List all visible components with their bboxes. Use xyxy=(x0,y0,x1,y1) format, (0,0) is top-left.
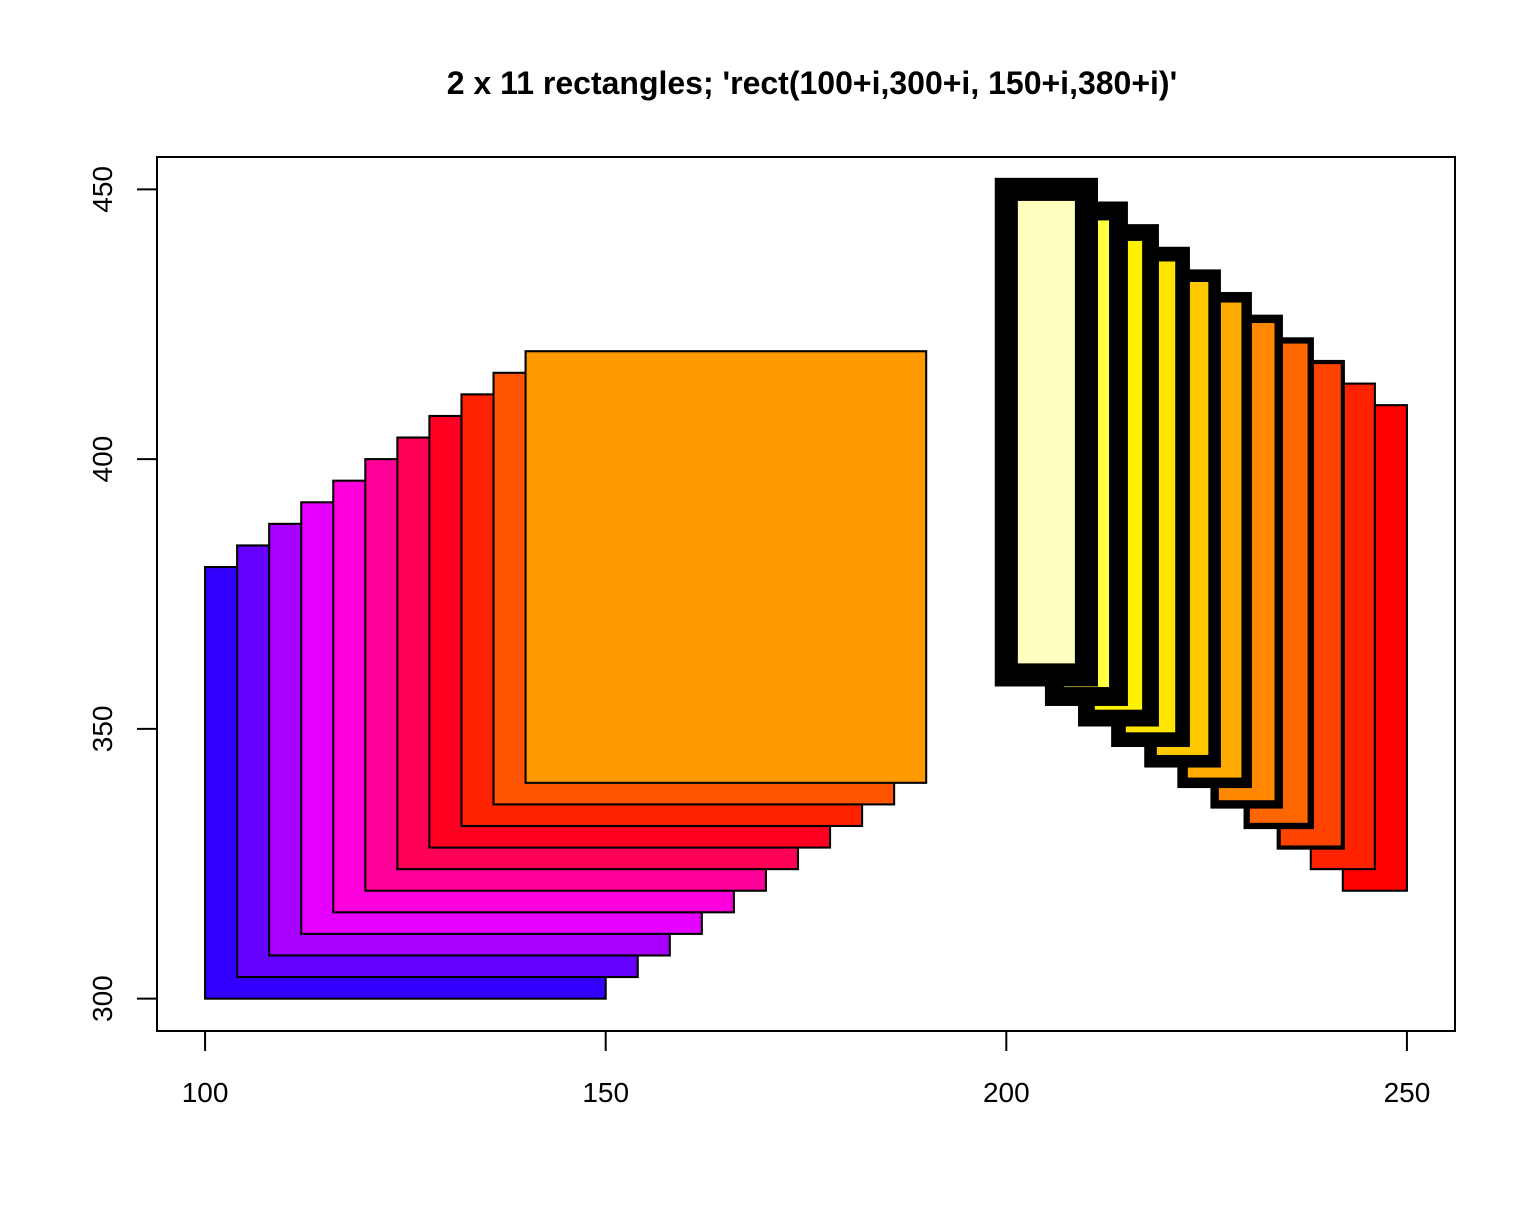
rect-2-11 xyxy=(994,177,1098,687)
x-tick-label: 150 xyxy=(582,1077,629,1108)
rect-1-11 xyxy=(524,350,928,784)
chart-title: 2 x 11 rectangles; 'rect(100+i,300+i, 15… xyxy=(447,65,1177,101)
x-axis: 100 150 200 250 xyxy=(182,1030,1431,1108)
x-tick-label: 100 xyxy=(182,1077,229,1108)
y-tick-label: 400 xyxy=(87,436,118,483)
rectangles-layer xyxy=(204,177,1408,1000)
rect-group-1 xyxy=(204,350,928,1000)
y-tick-label: 350 xyxy=(87,706,118,753)
x-tick-label: 250 xyxy=(1384,1077,1431,1108)
y-tick-label: 450 xyxy=(87,166,118,213)
rect-group-2 xyxy=(994,177,1408,892)
y-axis: 300 350 400 450 xyxy=(87,166,158,1022)
x-tick-label: 200 xyxy=(983,1077,1030,1108)
y-tick-label: 300 xyxy=(87,975,118,1022)
